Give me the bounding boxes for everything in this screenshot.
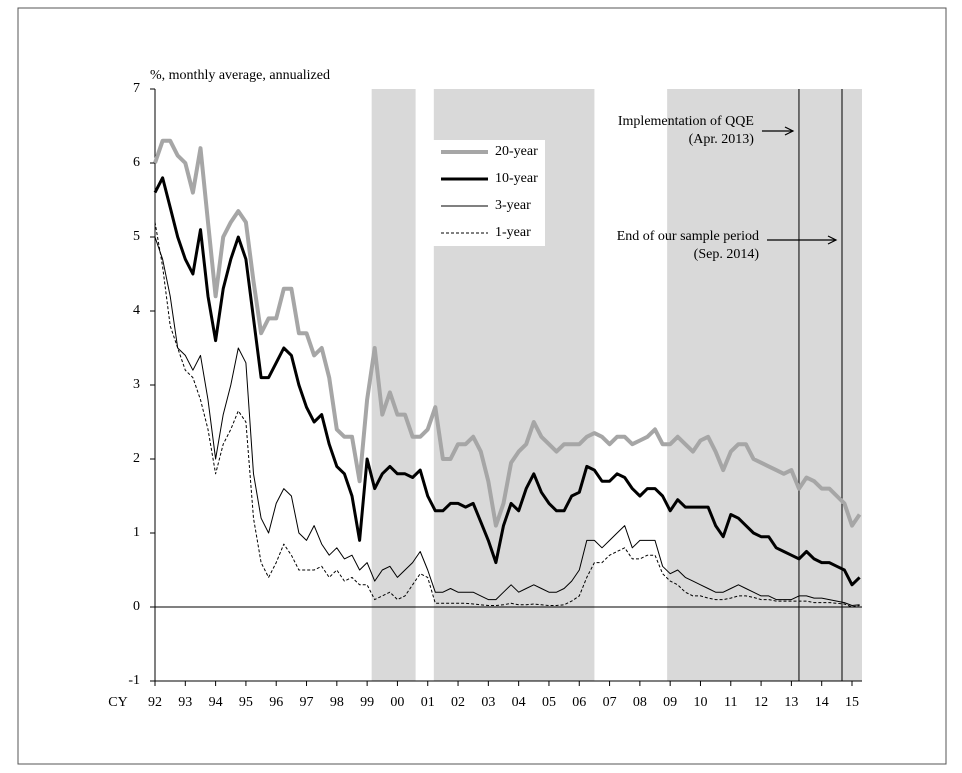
x-tick-label: 13 [784, 695, 798, 710]
x-tick-label: 92 [148, 695, 162, 710]
x-tick-label: 07 [603, 695, 617, 710]
y-axis-label: %, monthly average, annualized [150, 68, 330, 83]
x-tick-label: 93 [178, 695, 192, 710]
y-tick-label: 0 [133, 599, 140, 614]
series-line [153, 176, 861, 587]
y-tick-label: 5 [133, 229, 140, 244]
y-tick-label: 6 [133, 155, 140, 170]
legend-label: 20-year [495, 144, 538, 159]
x-tick-label: 12 [754, 695, 768, 710]
x-tick-label: 04 [512, 695, 526, 710]
x-tick-label: 11 [724, 695, 737, 710]
y-tick-label: 4 [133, 303, 140, 318]
x-tick-label: 05 [542, 695, 556, 710]
annotation-arrowhead [827, 235, 838, 245]
x-tick-label: 03 [481, 695, 495, 710]
x-tick-label: 02 [451, 695, 465, 710]
x-tick-label: 96 [269, 695, 283, 710]
legend-box [433, 140, 545, 246]
x-tick-label: 14 [815, 695, 829, 710]
x-tick-label: 15 [845, 695, 859, 710]
series-line [153, 138, 862, 528]
x-tick-label: 00 [390, 695, 404, 710]
x-tick-label: 06 [572, 695, 586, 710]
shaded-period [667, 89, 862, 681]
frame [17, 7, 947, 765]
y-tick-label: -1 [128, 673, 140, 688]
x-tick-label: 97 [300, 695, 314, 710]
legend-label: 3-year [495, 198, 531, 213]
x-tick-label: 98 [330, 695, 344, 710]
annotation-arrowhead [784, 126, 795, 136]
y-tick-label: 2 [133, 451, 140, 466]
x-axis-label: CY [108, 695, 127, 710]
series-line [154, 236, 860, 606]
y-tick-label: 1 [133, 525, 140, 540]
legend-label: 1-year [495, 225, 531, 240]
x-tick-label: 99 [360, 695, 374, 710]
x-tick-label: 09 [663, 695, 677, 710]
x-tick-label: 10 [693, 695, 707, 710]
x-tick-label: 08 [633, 695, 647, 710]
x-tick-label: 01 [421, 695, 435, 710]
annotation-text: (Sep. 2014) [694, 247, 760, 262]
annotation-text: End of our sample period [617, 229, 759, 244]
legend-label: 10-year [495, 171, 538, 186]
series-line [154, 222, 860, 608]
y-tick-label: 3 [133, 377, 140, 392]
y-tick-label: 7 [133, 81, 140, 96]
x-tick-label: 94 [209, 695, 223, 710]
annotation-text: Implementation of QQE [618, 114, 754, 129]
x-tick-label: 95 [239, 695, 253, 710]
annotation-text: (Apr. 2013) [689, 132, 755, 147]
